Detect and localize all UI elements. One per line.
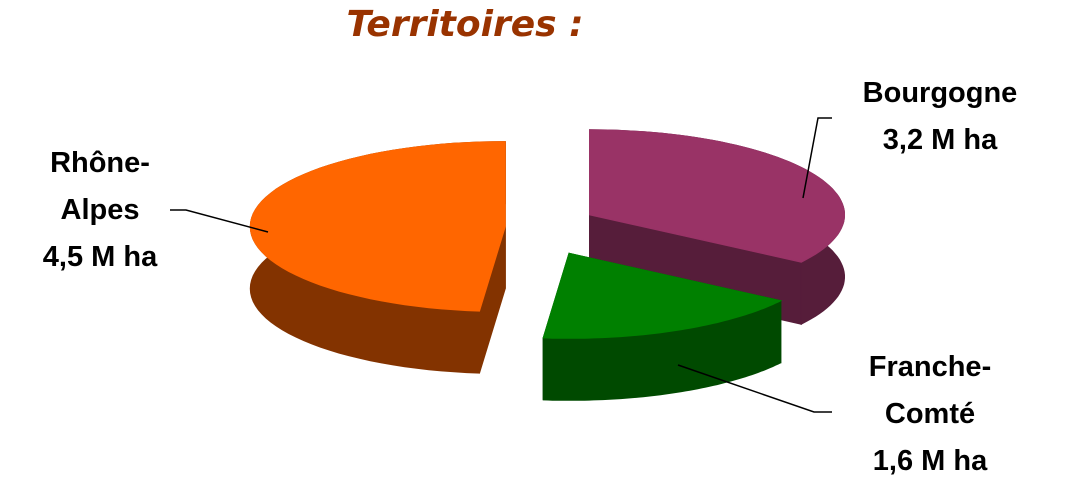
slice-label: Bourgogne 3,2 M ha: [820, 70, 1060, 164]
chart-title: Territoires :: [346, 4, 584, 45]
value-label: 4,5 M ha: [42, 241, 158, 273]
category-label: Rhône-Alpes: [50, 147, 150, 226]
leader-line: [802, 117, 832, 199]
category-label: Franche-Comté: [868, 351, 992, 430]
slice-top: [589, 129, 845, 263]
slice-top: [249, 141, 506, 312]
slice-label: Rhône-Alpes 4,5 M ha: [0, 140, 200, 281]
leader-line: [170, 209, 269, 233]
value-label: 1,6 M ha: [872, 445, 988, 477]
slice-label: Franche-Comté 1,6 M ha: [820, 344, 1040, 485]
category-label: Bourgogne: [862, 77, 1018, 109]
leader-line: [677, 364, 832, 413]
value-label: 3,2 M ha: [882, 124, 998, 156]
slice-top: [542, 252, 783, 339]
